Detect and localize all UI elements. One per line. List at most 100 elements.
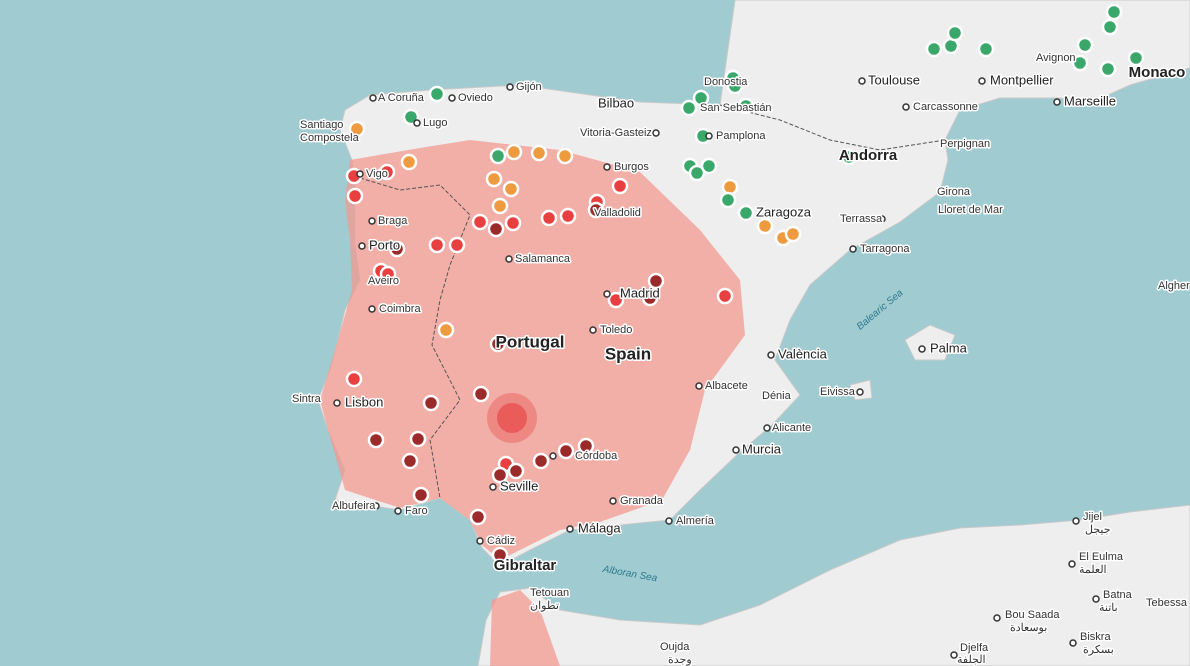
marker[interactable]: [491, 466, 509, 484]
marker[interactable]: [688, 164, 706, 182]
marker[interactable]: [472, 385, 490, 403]
marker[interactable]: [422, 394, 440, 412]
marker[interactable]: [367, 431, 385, 449]
place-label: Biskra: [1080, 631, 1111, 643]
place-label: Tarragona: [860, 243, 910, 255]
marker[interactable]: [491, 197, 509, 215]
marker[interactable]: [647, 272, 665, 290]
marker[interactable]: [489, 147, 507, 165]
marker[interactable]: [840, 148, 858, 166]
city-dot: [356, 170, 364, 178]
city-dot: [695, 382, 703, 390]
city-dot: [609, 497, 617, 505]
marker[interactable]: [1101, 18, 1119, 36]
marker[interactable]: [1099, 60, 1117, 78]
marker[interactable]: [556, 147, 574, 165]
city-dot: [1069, 639, 1077, 647]
marker[interactable]: [1071, 54, 1089, 72]
marker[interactable]: [719, 191, 737, 209]
marker[interactable]: [491, 546, 509, 564]
marker[interactable]: [641, 289, 659, 307]
place-label: Donostia: [704, 76, 748, 88]
marker[interactable]: [756, 217, 774, 235]
marker[interactable]: [700, 157, 718, 175]
place-label: Albufeira: [332, 500, 376, 512]
place-label: بسكرة: [1083, 644, 1114, 656]
marker[interactable]: [428, 85, 446, 103]
city-dot: [1092, 595, 1100, 603]
marker[interactable]: [716, 287, 734, 305]
marker[interactable]: [388, 240, 406, 258]
city-dot: [767, 351, 775, 359]
place-label: Compostela: [300, 132, 360, 144]
marker[interactable]: [505, 143, 523, 161]
marker[interactable]: [346, 187, 364, 205]
marker[interactable]: [378, 163, 396, 181]
place-label: Eivissa: [820, 386, 856, 398]
marker[interactable]: [471, 213, 489, 231]
marker[interactable]: [540, 209, 558, 227]
city-dot: [394, 507, 402, 515]
marker[interactable]: [507, 462, 525, 480]
place-label: تطوان: [530, 600, 559, 612]
marker[interactable]: [485, 170, 503, 188]
marker[interactable]: [469, 508, 487, 526]
marker[interactable]: [448, 236, 466, 254]
focus-area: [497, 403, 527, 433]
marker[interactable]: [559, 207, 577, 225]
marker[interactable]: [724, 69, 742, 87]
place-label: الجلفة: [957, 654, 986, 666]
marker[interactable]: [502, 180, 520, 198]
place-label: Lugo: [423, 117, 447, 129]
marker[interactable]: [532, 452, 550, 470]
marker[interactable]: [557, 442, 575, 460]
marker[interactable]: [721, 178, 739, 196]
marker[interactable]: [587, 201, 605, 219]
marker[interactable]: [1105, 3, 1123, 21]
city-dot: [413, 119, 421, 127]
marker[interactable]: [412, 486, 430, 504]
marker[interactable]: [530, 144, 548, 162]
marker[interactable]: [401, 452, 419, 470]
marker[interactable]: [487, 220, 505, 238]
marker[interactable]: [345, 370, 363, 388]
place-label: العلمة: [1079, 564, 1107, 576]
marker[interactable]: [946, 24, 964, 42]
place-label: Faro: [405, 505, 428, 517]
place-label: Oviedo: [458, 92, 493, 104]
marker[interactable]: [737, 97, 755, 115]
marker[interactable]: [611, 177, 629, 195]
marker[interactable]: [379, 265, 397, 283]
place-label: Tebessa: [1146, 597, 1188, 609]
city-dot: [1072, 517, 1080, 525]
marker[interactable]: [607, 291, 625, 309]
marker[interactable]: [428, 236, 446, 254]
place-label: Santiago: [300, 119, 343, 131]
marker[interactable]: [680, 99, 698, 117]
marker[interactable]: [737, 204, 755, 222]
mallorca: [904, 324, 956, 361]
marker[interactable]: [977, 40, 995, 58]
marker[interactable]: [409, 430, 427, 448]
place-label: València: [778, 346, 828, 361]
marker[interactable]: [1076, 36, 1094, 54]
place-label: Avignon: [1036, 52, 1076, 64]
place-label: Sintra: [292, 393, 322, 405]
marker[interactable]: [489, 335, 507, 353]
marker[interactable]: [1127, 49, 1145, 67]
marker[interactable]: [784, 225, 802, 243]
place-label: Terrassa: [840, 213, 883, 225]
place-label: Oujda: [660, 641, 690, 653]
place-label: Andorra: [839, 147, 898, 164]
marker[interactable]: [577, 437, 595, 455]
place-label: Pamplona: [716, 130, 766, 142]
marker[interactable]: [400, 153, 418, 171]
marker[interactable]: [504, 214, 522, 232]
marker[interactable]: [692, 89, 710, 107]
place-label: Gijón: [516, 81, 542, 93]
city-dot: [858, 77, 866, 85]
marker[interactable]: [348, 120, 366, 138]
marker[interactable]: [925, 40, 943, 58]
city-dot: [566, 525, 574, 533]
marker[interactable]: [437, 321, 455, 339]
